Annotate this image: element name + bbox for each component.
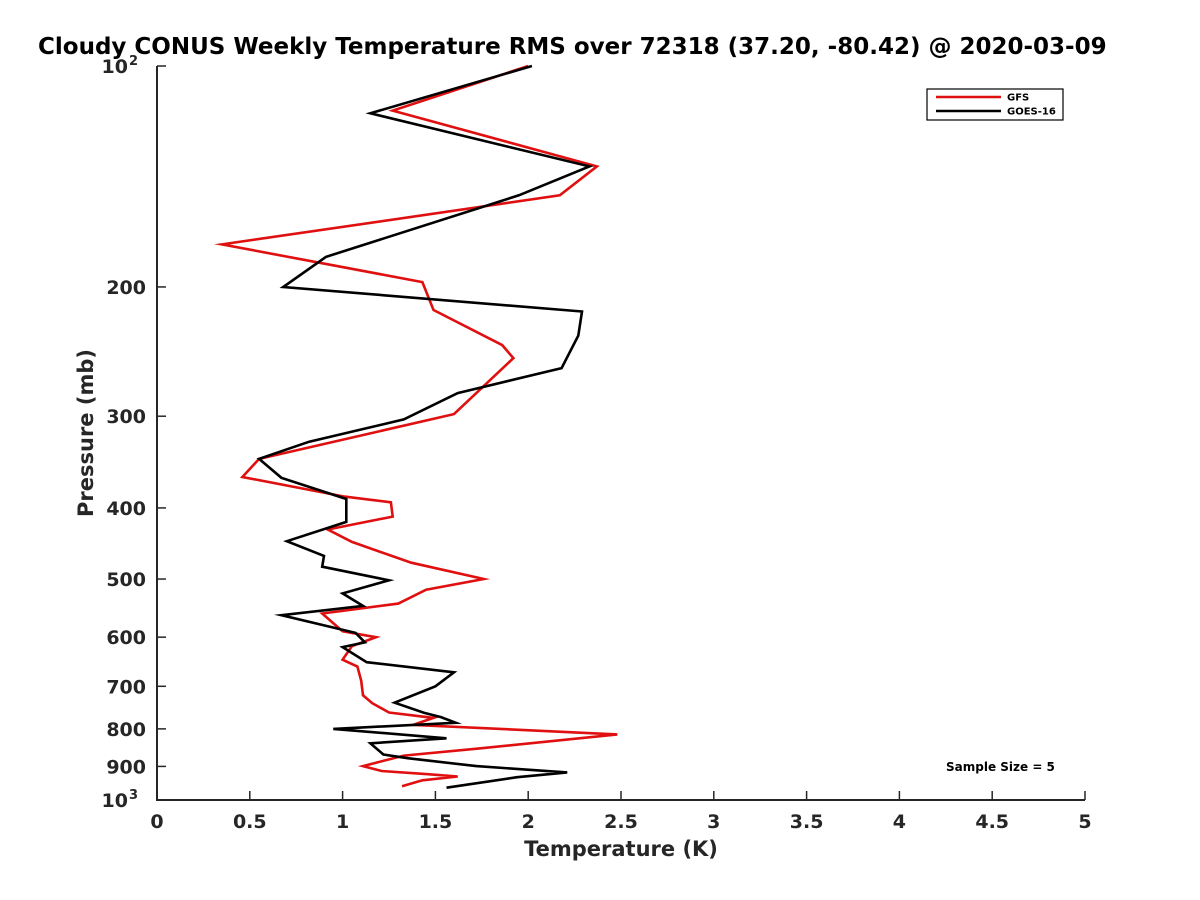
legend: GFS GOES-16 [926, 88, 1064, 121]
series-line-gfs [214, 64, 618, 788]
y-tick-exponent: 2 [129, 54, 138, 69]
x-tick-label: 0 [150, 811, 163, 833]
y-tick-label: 400 [106, 498, 146, 520]
plot-area: 0 0.5 1 1.5 2 2.5 3 3.5 4 4.5 5 10 2200300400500600… [102, 54, 1092, 833]
y-axis-label: Pressure (mb) [74, 349, 98, 517]
x-tick-label: 0.5 [233, 811, 267, 833]
y-tick-base: 10 [102, 790, 128, 812]
x-tick-label: 5 [1078, 811, 1091, 833]
x-tick-label: 4 [893, 811, 906, 833]
y-tick-label-power: 10 2 [102, 54, 139, 78]
y-tick-label: 800 [106, 719, 146, 741]
axis-box [156, 66, 1085, 801]
y-tick-label: 300 [106, 406, 146, 428]
x-tick-label: 4.5 [975, 811, 1009, 833]
x-tick-label: 2.5 [604, 811, 638, 833]
y-tick-base: 10 [102, 56, 128, 78]
x-axis-label: Temperature (K) [524, 837, 718, 861]
x-tick-label: 2 [522, 811, 535, 833]
chart-title: Cloudy CONUS Weekly Temperature RMS over… [38, 34, 1107, 60]
y-tick-label: 600 [106, 627, 146, 649]
legend-items: GFS GOES-16 [936, 93, 1056, 118]
y-tick-label: 500 [106, 569, 146, 591]
series-line-goes-16 [256, 64, 594, 789]
y-tick-label: 700 [106, 676, 146, 698]
series-layer [214, 64, 618, 789]
x-tick-label: 3.5 [790, 811, 824, 833]
x-tick-label: 1.5 [419, 811, 453, 833]
legend-label: GFS [1007, 93, 1029, 104]
legend-box [926, 88, 1064, 121]
y-tick-label: 900 [106, 756, 146, 778]
x-tick-label: 3 [707, 811, 720, 833]
y-tick-label: 200 [106, 277, 146, 299]
x-ticks: 0 0.5 1 1.5 2 2.5 3 3.5 4 4.5 5 [150, 791, 1092, 833]
legend-label: GOES-16 [1007, 107, 1056, 118]
x-tick-label: 1 [336, 811, 349, 833]
y-tick-exponent: 3 [129, 788, 138, 803]
y-tick-label-power: 10 3 [102, 788, 139, 812]
sample-size-annotation: Sample Size = 5 [946, 760, 1055, 774]
